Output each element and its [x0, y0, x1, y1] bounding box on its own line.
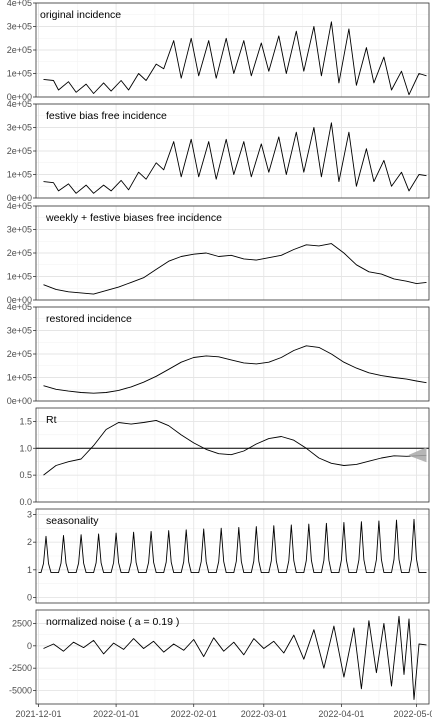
panel-title: festive bias free incidence [46, 110, 167, 122]
y-tick-label: 3 [27, 510, 32, 520]
y-tick-label: 4e+05 [7, 302, 32, 312]
x-tick-label: 2022-04-01 [318, 709, 364, 719]
y-tick-label: 1.0 [19, 443, 32, 453]
x-tick-label: 2021-12-01 [15, 709, 61, 719]
x-tick-label: 2022-02-01 [171, 709, 217, 719]
y-tick-label: 4e+05 [7, 99, 32, 109]
y-tick-label: 1 [27, 565, 32, 575]
panel-rt: 0.0 0.5 1.0 1.5 Rt [19, 408, 429, 507]
y-tick-label: -5000 [9, 686, 32, 696]
panel-title: Rt [46, 414, 57, 426]
x-tick-label: 2022-01-01 [93, 709, 139, 719]
y-tick-label: 1e+05 [7, 170, 32, 180]
y-tick-label: 4e+05 [7, 201, 32, 211]
panel-title: restored incidence [46, 313, 132, 325]
x-axis: 2021-12-01 2022-01-01 2022-02-01 2022-03… [15, 704, 432, 719]
y-axis-ticks: 0 1 2 3 [27, 510, 36, 603]
y-tick-label: 2e+05 [7, 146, 32, 156]
y-tick-label: 2e+05 [7, 248, 32, 258]
y-tick-label: 0 [27, 641, 32, 651]
y-axis-ticks: 0.0 0.5 1.0 1.5 [19, 416, 36, 507]
y-tick-label: 0.0 [19, 497, 32, 507]
y-tick-label: 2e+05 [7, 349, 32, 359]
y-tick-label: 1e+05 [7, 69, 32, 79]
panel-title: original incidence [40, 9, 121, 21]
panel-background [36, 408, 429, 502]
y-tick-label: 1.5 [19, 416, 32, 426]
panel-normalized-noise: -5000 -2500 0 2500 normalized noise ( a = 0… [9, 610, 429, 704]
y-tick-label: 3e+05 [7, 225, 32, 235]
y-tick-label: 0e+00 [7, 396, 32, 406]
y-axis-ticks: 0e+00 1e+05 2e+05 3e+05 4e+05 [7, 302, 36, 406]
x-tick-label: 2022-03-01 [241, 709, 287, 719]
panel-restored-incidence: 0e+00 1e+05 2e+05 3e+05 4e+05 restored incid… [7, 302, 429, 406]
y-tick-label: 3e+05 [7, 123, 32, 133]
y-tick-label: 4e+05 [7, 0, 32, 8]
y-tick-label: 3e+05 [7, 22, 32, 32]
panel-title: normalized noise ( a = 0.19 ) [46, 616, 179, 628]
panel-seasonality: 0 1 2 3 seasonality [27, 509, 429, 603]
panel-title: weekly + festive biases free incidence [45, 212, 222, 224]
y-tick-label: 0.5 [19, 470, 32, 480]
x-tick-label: 2022-05-01 [393, 709, 432, 719]
y-tick-label: 2500 [12, 618, 32, 628]
panel-title: seasonality [46, 515, 99, 527]
y-tick-label: 1e+05 [7, 373, 32, 383]
y-tick-label: -2500 [9, 663, 32, 673]
y-tick-label: 1e+05 [7, 272, 32, 282]
y-axis-ticks: -5000 -2500 0 2500 [9, 618, 36, 695]
y-tick-label: 0 [27, 592, 32, 602]
y-tick-label: 2 [27, 537, 32, 547]
y-tick-label: 3e+05 [7, 326, 32, 336]
y-tick-label: 2e+05 [7, 45, 32, 55]
